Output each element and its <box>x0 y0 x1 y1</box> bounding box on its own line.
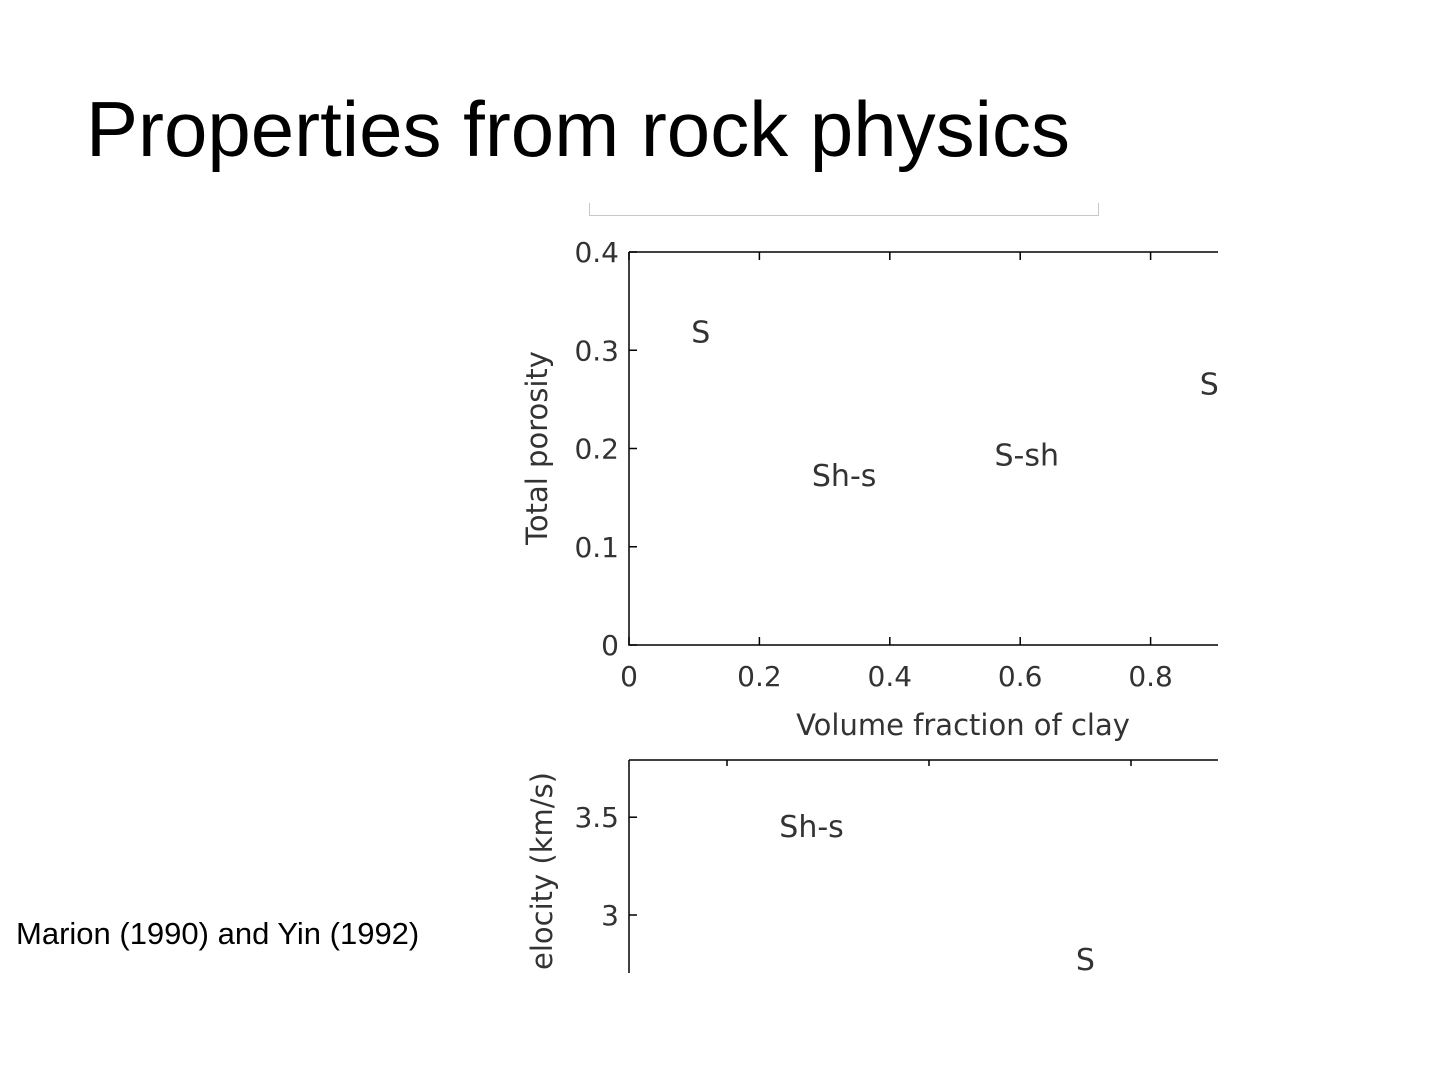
chart1-x-tick-label: 0 <box>620 660 638 693</box>
chart1-x-tick-label: 0.8 <box>1128 660 1173 693</box>
chart1-x-tick-label: 0.2 <box>737 660 782 693</box>
chart1-y-tick-label: 0.4 <box>574 236 619 269</box>
citation: Marion (1990) and Yin (1992) <box>16 916 420 951</box>
chart1-y-axis-label: Total porosity <box>520 351 554 546</box>
chart2-point-label: S <box>1076 943 1095 973</box>
velocity-chart: 3 3.5 Sh-s S elocity (km/s) <box>525 759 1218 973</box>
rock-physics-figure: 0 0.2 0.4 0.6 0.8 0 0.1 0.2 0.3 0.4 S Sh-s S-sh S V… <box>520 236 1218 973</box>
chart2-y-tick-label: 3 <box>601 899 619 932</box>
figure-frame-edge <box>589 203 1099 216</box>
chart1-point-label: S <box>691 316 710 351</box>
figure-panel: 0 0.2 0.4 0.6 0.8 0 0.1 0.2 0.3 0.4 S Sh-s S-sh S V… <box>500 225 1218 973</box>
chart1-y-tick-label: 0 <box>601 629 619 662</box>
chart1-y-tick-label: 0.1 <box>574 531 619 564</box>
chart2-y-tick-label: 3.5 <box>574 801 619 834</box>
chart1-x-tick-label: 0.4 <box>868 660 913 693</box>
chart1-x-axis-label: Volume fraction of clay <box>796 708 1130 742</box>
chart2-point-label: Sh-s <box>779 810 844 845</box>
chart1-point-label: S <box>1200 368 1218 403</box>
chart1-point-label: S-sh <box>994 438 1059 473</box>
slide-title: Properties from rock physics <box>86 85 1070 173</box>
chart2-y-axis-label: elocity (km/s) <box>525 772 559 970</box>
chart2-axes-frame <box>628 759 1218 973</box>
porosity-chart: 0 0.2 0.4 0.6 0.8 0 0.1 0.2 0.3 0.4 S Sh-s S-sh S V… <box>520 236 1218 742</box>
chart1-x-tick-label: 0.6 <box>998 660 1043 693</box>
chart1-y-tick-label: 0.2 <box>574 433 619 466</box>
chart1-axes-frame <box>628 251 1218 646</box>
chart1-y-tick-label: 0.3 <box>574 334 619 367</box>
chart1-point-label: Sh-s <box>812 459 877 494</box>
